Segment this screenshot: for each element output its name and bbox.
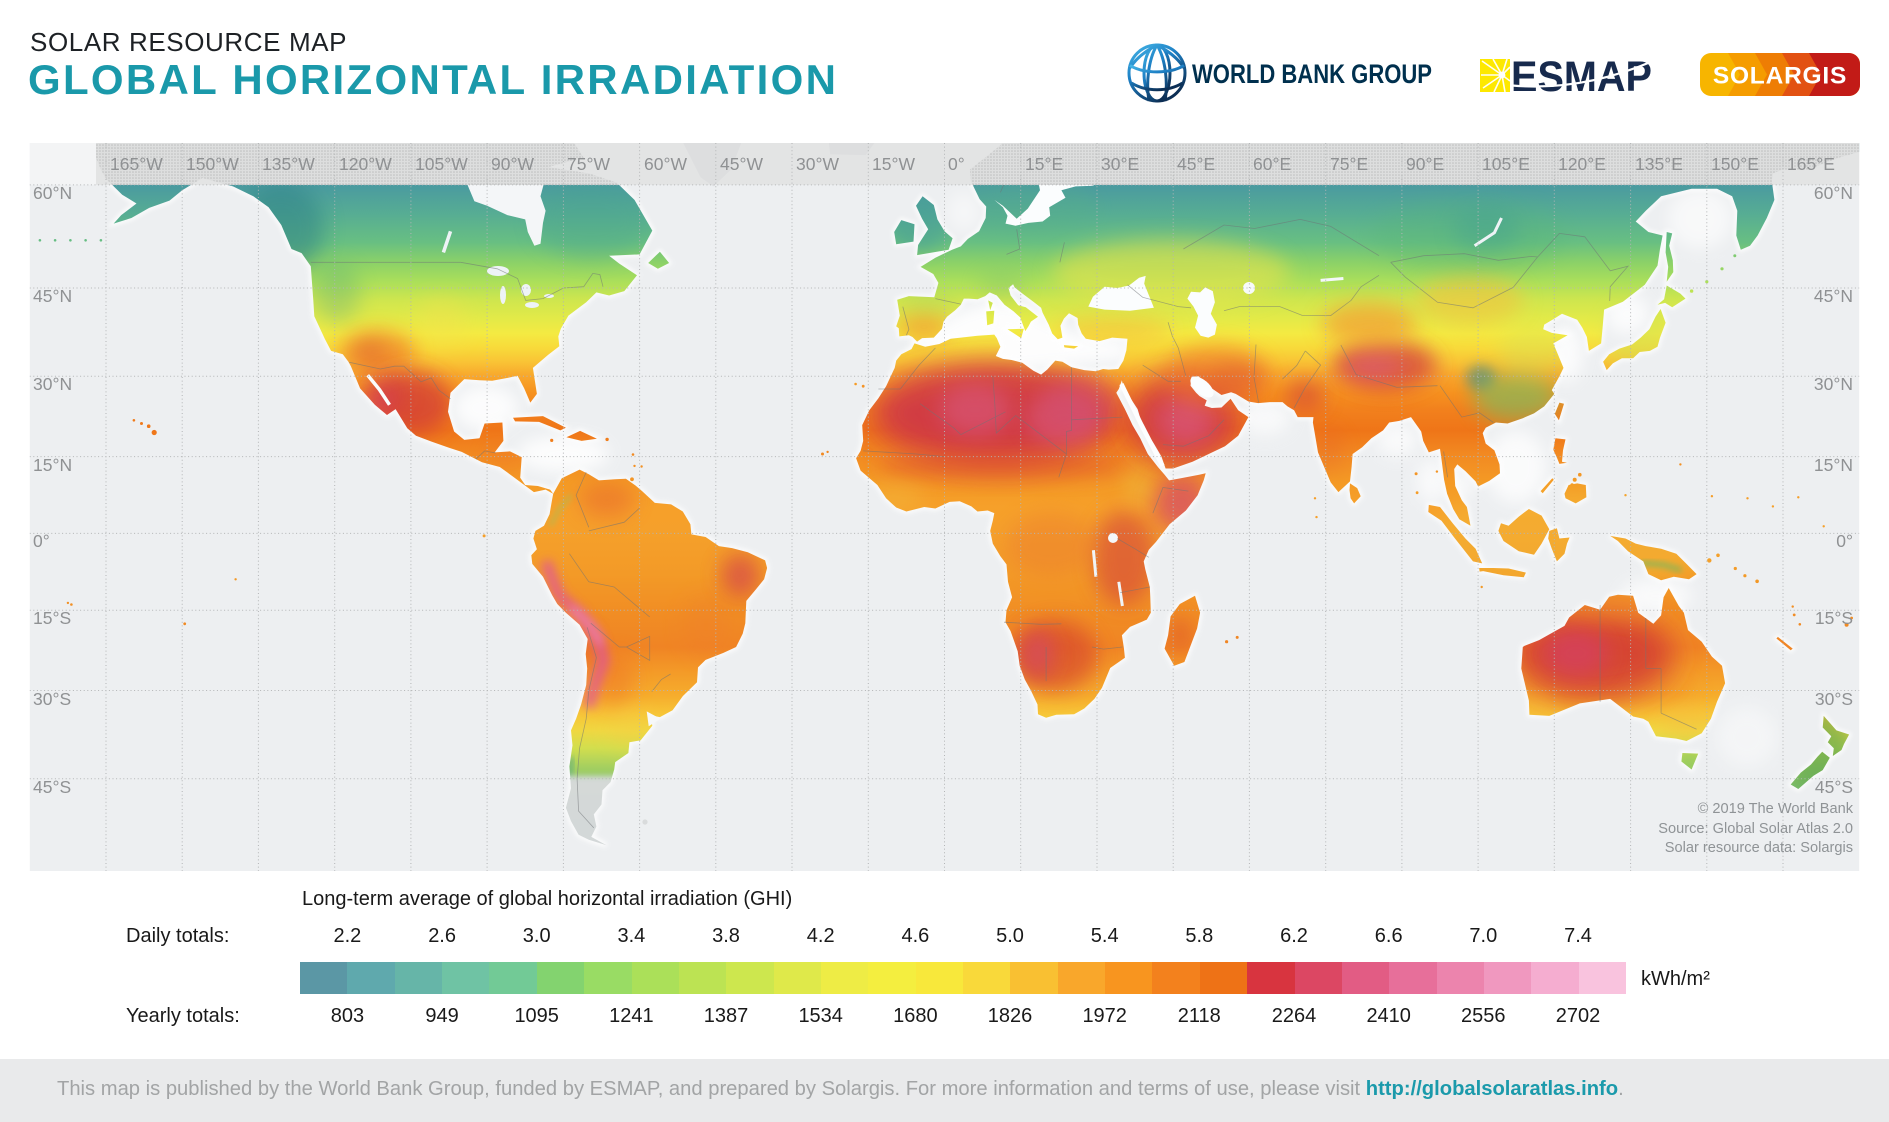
svg-text:0°: 0° bbox=[948, 154, 965, 174]
svg-text:© 2019 The World Bank: © 2019 The World Bank bbox=[1698, 801, 1854, 817]
svg-text:45°S: 45°S bbox=[33, 777, 71, 797]
svg-text:15°N: 15°N bbox=[1814, 455, 1853, 475]
svg-text:15°E: 15°E bbox=[1025, 154, 1063, 174]
svg-text:60°N: 60°N bbox=[33, 183, 72, 203]
svg-text:30°N: 30°N bbox=[33, 374, 72, 394]
svg-text:60°N: 60°N bbox=[1814, 183, 1853, 203]
svg-text:165°E: 165°E bbox=[1787, 154, 1835, 174]
svg-text:30°E: 30°E bbox=[1101, 154, 1139, 174]
svg-text:45°E: 45°E bbox=[1177, 154, 1215, 174]
svg-text:SOLARGIS: SOLARGIS bbox=[1713, 63, 1847, 90]
svg-text:30°W: 30°W bbox=[796, 154, 839, 174]
svg-text:90°E: 90°E bbox=[1406, 154, 1444, 174]
svg-text:30°S: 30°S bbox=[1815, 689, 1853, 709]
svg-text:120°E: 120°E bbox=[1558, 154, 1606, 174]
svg-text:15°S: 15°S bbox=[1815, 608, 1853, 628]
svg-text:120°W: 120°W bbox=[339, 154, 392, 174]
svg-text:90°W: 90°W bbox=[491, 154, 534, 174]
svg-text:Solar resource data: Solargis: Solar resource data: Solargis bbox=[1665, 840, 1853, 856]
svg-text:30°N: 30°N bbox=[1814, 374, 1853, 394]
svg-text:0°: 0° bbox=[1836, 531, 1853, 551]
svg-text:105°E: 105°E bbox=[1482, 154, 1530, 174]
svg-text:150°W: 150°W bbox=[186, 154, 239, 174]
svg-text:45°N: 45°N bbox=[1814, 286, 1853, 306]
svg-text:Source: Global Solar Atlas 2.0: Source: Global Solar Atlas 2.0 bbox=[1658, 821, 1853, 837]
svg-text:45°W: 45°W bbox=[720, 154, 763, 174]
svg-text:0°: 0° bbox=[33, 531, 50, 551]
svg-text:105°W: 105°W bbox=[415, 154, 468, 174]
svg-text:60°E: 60°E bbox=[1253, 154, 1291, 174]
svg-text:150°E: 150°E bbox=[1711, 154, 1759, 174]
svg-text:75°W: 75°W bbox=[567, 154, 610, 174]
svg-text:135°E: 135°E bbox=[1635, 154, 1683, 174]
svg-text:60°W: 60°W bbox=[644, 154, 687, 174]
svg-text:15°S: 15°S bbox=[33, 608, 71, 628]
svg-text:135°W: 135°W bbox=[262, 154, 315, 174]
svg-text:WORLD BANK GROUP: WORLD BANK GROUP bbox=[1192, 59, 1432, 89]
svg-text:ESMAP: ESMAP bbox=[1511, 53, 1652, 100]
svg-text:45°S: 45°S bbox=[1815, 777, 1853, 797]
svg-text:165°W: 165°W bbox=[110, 154, 163, 174]
svg-text:75°E: 75°E bbox=[1330, 154, 1368, 174]
svg-text:15°N: 15°N bbox=[33, 455, 72, 475]
svg-text:45°N: 45°N bbox=[33, 286, 72, 306]
svg-text:15°W: 15°W bbox=[872, 154, 915, 174]
svg-text:30°S: 30°S bbox=[33, 689, 71, 709]
